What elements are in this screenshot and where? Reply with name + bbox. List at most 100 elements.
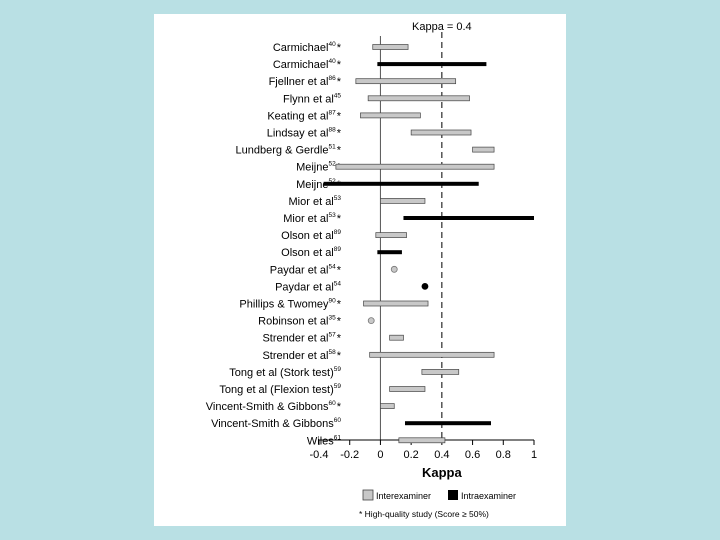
study-row: Vincent-Smith & Gibbons60* bbox=[206, 400, 395, 413]
study-row: Wiles61 bbox=[307, 434, 446, 447]
study-row: Tong et al (Stork test)59 bbox=[229, 366, 460, 379]
study-reference: 57 bbox=[328, 332, 336, 339]
study-label: Strender et al58* bbox=[262, 349, 341, 362]
intraexaminer-point bbox=[421, 282, 429, 290]
study-reference: 35 bbox=[328, 315, 336, 322]
study-row: Olson et al89 bbox=[281, 246, 402, 259]
study-reference: 61 bbox=[334, 434, 342, 441]
study-label: Phillips & Twomey90* bbox=[239, 298, 341, 311]
study-name: Olson et al bbox=[281, 247, 334, 259]
study-name: Vincent-Smith & Gibbons bbox=[211, 418, 334, 430]
study-row: Fjellner et al86* bbox=[269, 75, 457, 88]
study-reference: 51 bbox=[328, 144, 336, 151]
study-reference: 52 bbox=[328, 161, 336, 168]
study-name: Carmichael bbox=[273, 59, 329, 71]
study-name: Vincent-Smith & Gibbons bbox=[206, 401, 329, 413]
study-reference: 89 bbox=[334, 229, 342, 236]
study-row: Strender et al57* bbox=[262, 332, 404, 345]
study-label: Fjellner et al86* bbox=[269, 75, 342, 88]
legend-interexaminer-label: Interexaminer bbox=[376, 491, 431, 501]
x-tick-label: 0 bbox=[377, 449, 383, 461]
study-reference: 40 bbox=[328, 58, 336, 65]
high-quality-star: * bbox=[337, 128, 342, 140]
study-reference: 54 bbox=[334, 280, 342, 287]
study-reference: 54 bbox=[328, 263, 336, 270]
chart-panel: Kappa = 0.4 -0.4 -0.2 0 0.2 0.4 0.6 0.8 1 Kappa Ca… bbox=[154, 14, 566, 526]
study-name: Carmichael bbox=[273, 42, 329, 54]
study-reference: 87 bbox=[328, 109, 336, 116]
interexaminer-bar bbox=[375, 232, 407, 238]
study-name: Tong et al (Stork test) bbox=[229, 367, 334, 379]
study-name: Keating et al bbox=[267, 110, 328, 122]
legend-note: * High-quality study (Score ≥ 50%) bbox=[359, 509, 489, 519]
study-row: Keating et al87* bbox=[267, 109, 421, 122]
study-label: Vincent-Smith & Gibbons60 bbox=[211, 417, 341, 430]
intraexaminer-bar bbox=[405, 421, 491, 426]
reference-line-label: Kappa = 0.4 bbox=[412, 21, 472, 33]
forest-plot: Kappa = 0.4 -0.4 -0.2 0 0.2 0.4 0.6 0.8 1 Kappa Ca… bbox=[206, 21, 537, 519]
study-reference: 52 bbox=[328, 178, 336, 185]
interexaminer-bar bbox=[363, 300, 429, 307]
high-quality-star: * bbox=[337, 299, 342, 311]
study-reference: 40 bbox=[328, 41, 336, 48]
study-name: Meijne bbox=[296, 162, 328, 174]
study-row: Mior et al53* bbox=[283, 212, 534, 225]
study-name: Strender et al bbox=[262, 333, 328, 345]
study-label: Olson et al89 bbox=[281, 229, 341, 242]
interexaminer-bar bbox=[367, 95, 470, 102]
study-row: Lundberg & Gerdle51* bbox=[236, 144, 495, 157]
x-axis-label: Kappa bbox=[422, 465, 463, 480]
legend-intraexaminer-label: Intraexaminer bbox=[461, 491, 516, 501]
study-row: Carmichael40* bbox=[273, 58, 487, 71]
study-label: Carmichael40* bbox=[273, 58, 342, 71]
intraexaminer-bar bbox=[377, 62, 487, 67]
interexaminer-bar bbox=[380, 198, 426, 204]
study-name: Paydar et al bbox=[270, 264, 329, 276]
study-label: Robinson et al35* bbox=[258, 315, 342, 328]
study-label: Olson et al89 bbox=[281, 246, 341, 259]
study-label: Meijne52* bbox=[296, 161, 342, 174]
study-reference: 58 bbox=[328, 349, 336, 356]
study-reference: 45 bbox=[334, 92, 342, 99]
interexaminer-bar bbox=[410, 129, 472, 136]
interexaminer-bar bbox=[389, 386, 426, 392]
study-reference: 86 bbox=[328, 75, 336, 82]
high-quality-star: * bbox=[337, 110, 342, 122]
study-row: Phillips & Twomey90* bbox=[239, 298, 429, 311]
study-label: Strender et al57* bbox=[262, 332, 341, 345]
high-quality-star: * bbox=[337, 401, 342, 413]
x-tick-label: 0.6 bbox=[465, 449, 480, 461]
x-tick-label: 1 bbox=[531, 449, 537, 461]
high-quality-star: * bbox=[337, 59, 342, 71]
study-name: Paydar et al bbox=[275, 281, 334, 293]
high-quality-star: * bbox=[337, 76, 342, 88]
study-name: Tong et al (Flexion test) bbox=[219, 384, 333, 396]
study-row: Olson et al89 bbox=[281, 229, 407, 242]
high-quality-star: * bbox=[337, 145, 342, 157]
study-row: Mior et al53 bbox=[289, 195, 426, 208]
interexaminer-bar bbox=[369, 351, 495, 358]
study-name: Wiles bbox=[307, 435, 334, 447]
study-name: Fjellner et al bbox=[269, 76, 329, 88]
study-row: Carmichael40* bbox=[273, 41, 409, 54]
interexaminer-bar bbox=[472, 146, 495, 153]
intraexaminer-bar bbox=[323, 181, 479, 186]
study-label: Tong et al (Stork test)59 bbox=[229, 366, 341, 379]
study-name: Lindsay et al bbox=[267, 128, 329, 140]
study-row: Vincent-Smith & Gibbons60 bbox=[211, 417, 491, 430]
high-quality-star: * bbox=[337, 316, 342, 328]
high-quality-star: * bbox=[337, 42, 342, 54]
study-reference: 59 bbox=[334, 383, 342, 390]
legend-interexaminer-swatch bbox=[362, 489, 374, 501]
study-reference: 90 bbox=[328, 298, 336, 305]
high-quality-star: * bbox=[337, 213, 342, 225]
study-reference: 60 bbox=[328, 400, 336, 407]
interexaminer-bar bbox=[372, 44, 409, 50]
high-quality-star: * bbox=[337, 264, 342, 276]
study-row: Meijne52* bbox=[296, 161, 495, 174]
study-name: Meijne bbox=[296, 179, 328, 191]
study-label: Lindsay et al88* bbox=[267, 127, 342, 140]
x-tick-label: 0.8 bbox=[496, 449, 511, 461]
study-reference: 89 bbox=[334, 246, 342, 253]
study-label: Carmichael40* bbox=[273, 41, 342, 54]
